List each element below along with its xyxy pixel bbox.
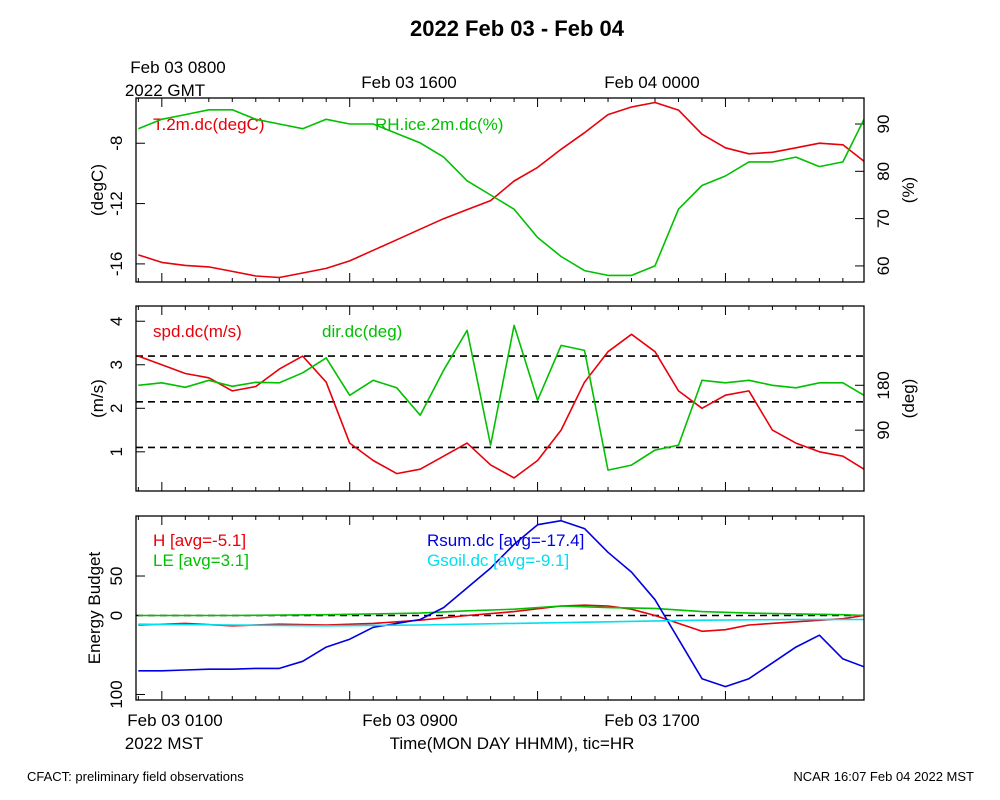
right-axis-title: (deg) [899,379,918,419]
series-line-2 [138,519,864,688]
legend-entry-1: LE [avg=3.1] [153,551,249,570]
left-axis-title: (m/s) [88,379,107,418]
right-tick-label: 60 [874,256,893,275]
plot-frame [135,515,865,701]
series-line-0 [138,604,864,633]
left-tick-label: 4 [107,317,126,326]
right-tick-label: 90 [874,421,893,440]
legend-entry-1: dir.dc(deg) [322,322,402,341]
right-tick-label: 70 [874,209,893,228]
wind-panel: 4 3 2 1 (m/s) 180 90 (deg) spd.dc(m/s) dir.dc(deg… [88,305,918,492]
left-tick-label: 1 [107,447,126,456]
legend-entry-1: RH.ice.2m.dc(%) [375,115,503,134]
right-tick-label: 90 [874,115,893,134]
top-axis-labels: Feb 03 0800 2022 GMT Feb 03 1600 Feb 04 … [125,58,700,100]
left-tick-label: 50 [107,567,126,586]
plot-frame [135,97,865,283]
legend-entry-3: Gsoil.dc [avg=-9.1] [427,551,569,570]
plot-frame [135,305,865,492]
legend-entry-0: T.2m.dc(degC) [153,115,264,134]
top-tick-label-3: Feb 04 0000 [604,73,699,92]
left-tick-label: 0 [107,611,126,620]
left-tick-label: -8 [107,136,126,151]
top-tick-label-1-line2: 2022 GMT [125,81,205,100]
bottom-tick-label-3: Feb 03 1700 [604,711,699,730]
left-tick-label: -16 [107,252,126,277]
left-tick-label: 2 [107,404,126,413]
series-line-1 [138,605,864,617]
bottom-tick-label-1-line1: Feb 03 0100 [127,711,222,730]
footer-right-note: NCAR 16:07 Feb 04 2022 MST [793,769,974,784]
series-line-0 [138,101,864,279]
hour-ticks [137,98,844,282]
top-tick-label-1-line1: Feb 03 0800 [130,58,225,77]
right-tick-label: 80 [874,162,893,181]
bottom-tick-label-1-line2: 2022 MST [125,734,203,753]
left-tick-label: 3 [107,360,126,369]
right-tick-label: 180 [874,371,893,399]
left-axis-title: Energy Budget [85,551,104,664]
hour-ticks [137,306,844,491]
footer-left-note: CFACT: preliminary field observations [27,769,244,784]
x-axis-label: Time(MON DAY HHMM), tic=HR [390,734,635,753]
left-axis-title: (degC) [88,164,107,216]
temperature-humidity-panel: -8 -12 -16 (degC) 90 80 70 60 (%) T.2m.dc(degC) RH… [88,97,918,283]
legend-entry-0: H [avg=-5.1] [153,531,246,550]
series-line-0 [138,333,864,479]
series-line-1 [138,109,864,277]
right-axis-title: (%) [899,177,918,203]
chart-title: 2022 Feb 03 - Feb 04 [410,16,625,41]
legend-entry-2: Rsum.dc [avg=-17.4] [427,531,584,550]
hour-ticks [137,516,844,700]
left-tick-label: 100 [107,680,126,708]
series-line-3 [138,618,864,627]
legend-entry-0: spd.dc(m/s) [153,322,242,341]
left-tick-label: -12 [107,191,126,216]
bottom-axis-labels: Feb 03 0100 2022 MST Feb 03 0900 Feb 03 … [125,711,700,753]
bottom-tick-label-2: Feb 03 0900 [362,711,457,730]
top-tick-label-2: Feb 03 1600 [361,73,456,92]
series-line-1 [138,324,864,471]
